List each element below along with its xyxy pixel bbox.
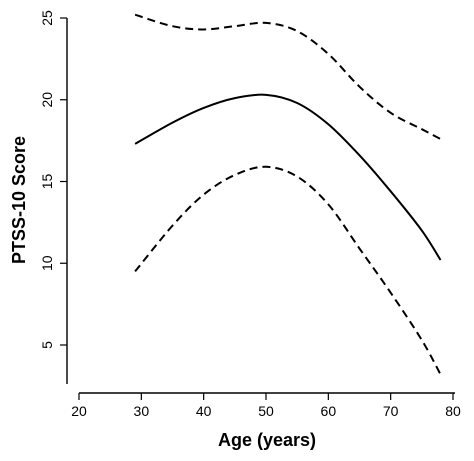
y-tick-label: 5	[39, 341, 55, 349]
x-axis-ticks: 20 30 40 50 60 70 80	[71, 393, 461, 419]
x-tick-label: 30	[134, 403, 150, 419]
x-tick-label: 70	[383, 403, 399, 419]
y-axis-ticks: 5 10 15 20 25	[39, 10, 67, 349]
estimate-line	[134, 93, 442, 261]
y-tick-label: 25	[39, 10, 55, 26]
x-tick-label: 40	[196, 403, 212, 419]
x-axis-label: Age (years)	[218, 430, 316, 450]
y-tick-label: 20	[39, 92, 55, 108]
y-axis-label: PTSS-10 Score	[9, 136, 29, 264]
upper-bound-line	[134, 13, 441, 140]
series-lines	[134, 13, 442, 375]
x-tick-label: 20	[71, 403, 87, 419]
x-tick-label: 50	[258, 403, 274, 419]
x-tick-label: 60	[321, 403, 337, 419]
lower-bound-line	[134, 165, 442, 375]
y-tick-label: 10	[39, 255, 55, 271]
y-tick-label: 15	[39, 174, 55, 190]
x-tick-label: 80	[445, 403, 461, 419]
